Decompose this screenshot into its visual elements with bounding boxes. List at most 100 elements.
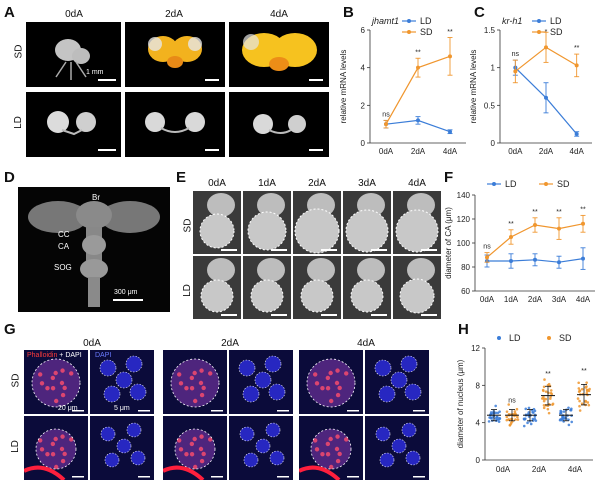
data-point-ld xyxy=(416,118,420,123)
data-point-ld xyxy=(491,416,494,419)
data-point-sd xyxy=(416,65,420,70)
y-tick-label: 4 xyxy=(476,419,481,428)
legend-label-ld: LD xyxy=(550,16,562,26)
data-point-ld xyxy=(569,408,572,412)
panel-a-col-1: 2dA xyxy=(165,9,183,20)
data-point-ld xyxy=(567,418,570,422)
x-tick-label: 3dA xyxy=(552,295,567,304)
data-point-sd xyxy=(515,407,519,411)
y-axis-label: relative mRNA levels xyxy=(470,50,478,124)
significance-label: ** xyxy=(580,206,586,213)
panel-g-photo xyxy=(229,416,293,480)
y-tick-label: 1.5 xyxy=(484,26,496,35)
data-point-sd xyxy=(549,397,552,400)
data-point-ld xyxy=(487,420,491,423)
panel-a-photo-ld-2da xyxy=(125,92,225,157)
panel-e-row-sd: SD xyxy=(182,218,194,233)
panel-letter-d: D xyxy=(4,169,15,186)
gland-image xyxy=(47,111,116,151)
legend-marker-ld xyxy=(407,19,411,23)
data-point-ld xyxy=(527,406,531,410)
data-point-sd xyxy=(549,389,553,392)
panel-e-photo xyxy=(243,191,291,254)
data-point-ld xyxy=(533,415,537,418)
y-tick-label: 8 xyxy=(476,381,481,390)
y-tick-label: 60 xyxy=(461,287,470,296)
data-point-sd xyxy=(585,388,589,392)
y-tick-label: 120 xyxy=(457,215,471,224)
panel-g-col-2: 4dA xyxy=(357,338,375,349)
data-point-sd xyxy=(557,226,561,231)
panel-a-photo-ld-0da xyxy=(26,92,121,157)
panel-e-photo xyxy=(343,191,391,254)
data-point-sd xyxy=(577,381,580,385)
legend-label-ld: LD xyxy=(505,179,517,189)
data-point-sd xyxy=(551,402,555,406)
legend-marker-sd xyxy=(407,30,411,34)
data-point-sd xyxy=(542,389,545,393)
panel-e-photo xyxy=(293,256,341,319)
brain-label-sog: SOG xyxy=(54,263,72,272)
data-point-sd xyxy=(533,223,537,227)
gland-image xyxy=(145,112,219,151)
panel-e-col-4: 4dA xyxy=(408,178,426,189)
panel-letter-b: B xyxy=(343,4,354,21)
data-point-ld xyxy=(558,418,562,422)
data-point-sd xyxy=(542,397,546,401)
y-axis-label: relative mRNA levels xyxy=(340,50,348,124)
data-point-ld xyxy=(489,411,493,414)
significance-label: ** xyxy=(545,371,551,378)
panel-letter-c: C xyxy=(474,4,485,21)
data-point-sd xyxy=(510,421,513,424)
panel-a-col-0: 0dA xyxy=(65,9,83,20)
legend-marker-ld xyxy=(537,19,541,23)
significance-label: ** xyxy=(556,209,562,216)
y-tick-label: 140 xyxy=(457,191,471,200)
panel-g-photo xyxy=(365,416,429,480)
data-point-sd xyxy=(547,411,551,415)
x-tick-label: 0dA xyxy=(508,147,523,156)
data-point-sd xyxy=(584,399,588,403)
y-tick-label: 4 xyxy=(361,64,366,73)
data-point-sd xyxy=(485,255,489,260)
stain-dapi: DAPI xyxy=(95,352,112,359)
legend-marker-sd xyxy=(537,30,541,34)
data-point-sd xyxy=(578,389,582,393)
data-point-ld xyxy=(559,409,562,413)
panel-letter-f: F xyxy=(444,169,454,186)
x-tick-label: 0dA xyxy=(379,147,394,156)
data-point-sd xyxy=(581,221,585,226)
x-tick-label: 4dA xyxy=(576,295,591,304)
data-point-sd xyxy=(543,378,546,381)
x-tick-label: 1dA xyxy=(504,295,519,304)
x-tick-label: 0dA xyxy=(480,295,495,304)
data-point-ld xyxy=(544,95,548,100)
panel-g-row-ld: LD xyxy=(9,440,21,453)
scalebar-label-left: 20 μm xyxy=(58,405,78,412)
data-point-sd xyxy=(509,235,513,239)
x-tick-label: 4dA xyxy=(568,465,583,474)
data-point-sd xyxy=(546,383,550,387)
data-point-sd xyxy=(384,122,388,127)
panel-e-photo xyxy=(393,191,441,254)
data-point-ld xyxy=(531,417,535,421)
data-point-sd xyxy=(542,399,546,403)
panel-e-col-3: 3dA xyxy=(358,178,376,189)
brain-image xyxy=(18,187,170,312)
significance-label: ** xyxy=(581,368,587,375)
data-point-sd xyxy=(578,409,582,412)
stain-legend: Phalloidin + DAPI xyxy=(27,352,82,359)
data-point-ld xyxy=(488,416,491,419)
y-tick-label: 100 xyxy=(457,239,471,248)
panel-e-photo xyxy=(243,256,291,319)
brain-label-cc: CC xyxy=(58,230,70,239)
data-point-ld xyxy=(527,411,531,414)
gland-image xyxy=(148,36,219,81)
significance-label: ns xyxy=(382,111,390,118)
brain-label-br: Br xyxy=(92,193,100,202)
x-tick-label: 2dA xyxy=(528,295,543,304)
panel-a-photo-ld-4da xyxy=(229,92,329,157)
panel-d-photo: Br CC CA SOG 300 μm xyxy=(18,187,170,312)
data-point-sd xyxy=(588,387,591,391)
data-point-sd xyxy=(574,63,579,68)
